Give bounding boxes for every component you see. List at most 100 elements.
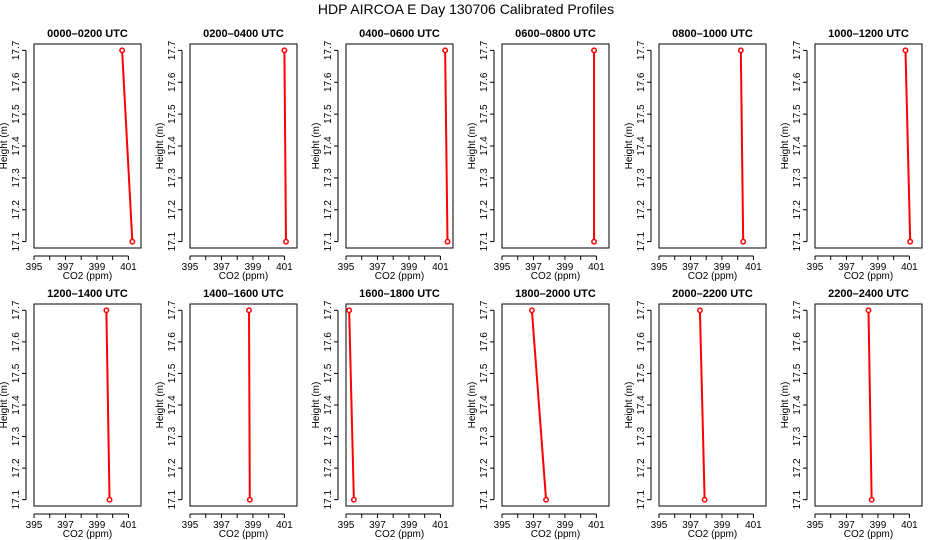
profile-point [865,307,872,314]
y-tick-label: 17.2 [323,200,334,220]
y-tick-label: 17.1 [636,231,647,251]
y-tick-label: 17.6 [636,332,647,352]
profile-point [907,238,914,245]
x-tick-label: 395 [338,262,355,273]
y-tick-label: 17.5 [323,363,334,383]
profile-line [530,310,548,500]
y-tick-label: 17.4 [167,395,178,415]
y-tick-label: 17.2 [636,200,647,220]
y-tick-label: 17.5 [792,363,803,383]
profile-point [350,496,357,503]
x-axis-label: CO2 (ppm) [219,271,268,282]
y-tick-label: 17.3 [167,168,178,188]
figure-title: HDP AIRCOA E Day 130706 Calibrated Profi… [318,1,614,17]
y-tick-label: 17.1 [167,490,178,510]
y-tick-label: 17.1 [792,490,803,510]
y-tick-label: 17.5 [11,363,22,383]
profile-point [106,496,113,503]
y-tick-label: 17.7 [323,40,334,60]
y-tick-label: 17.3 [323,426,334,446]
panel-9: 1600–1800 UTC 395 397 399 401 CO2 (ppm) 17.1 17… [311,288,454,540]
profile-point [281,47,288,54]
y-tick-label: 17.7 [479,300,490,320]
plot-frame [345,43,454,249]
y-tick-label: 17.3 [323,168,334,188]
x-tick-label: 399 [870,520,887,531]
y-tick-label: 17.1 [11,490,22,510]
x-tick-label: 401 [432,262,449,273]
y-axis-label: Height (m) [467,123,478,170]
panel-title: 1000–1200 UTC [828,28,909,40]
y-tick-label: 17.1 [479,231,490,251]
profile-line [867,310,873,500]
y-tick-label: 17.1 [636,490,647,510]
y-axis-label: Height (m) [155,382,166,429]
x-tick-label: 397 [682,262,699,273]
panel-title: 0800–1000 UTC [672,28,753,40]
profile-line [904,50,912,242]
y-tick-label: 17.1 [792,231,803,251]
x-axis-label: CO2 (ppm) [375,271,424,282]
y-tick-label: 17.1 [167,231,178,251]
y-axis-label: Height (m) [780,382,791,429]
y-axis-label: Height (m) [624,382,635,429]
y-tick-label: 17.2 [636,458,647,478]
x-axis-label: CO2 (ppm) [375,529,424,540]
x-axis-label: CO2 (ppm) [844,271,893,282]
y-axis-label: Height (m) [467,382,478,429]
profile-point [246,496,253,503]
x-tick-label: 395 [338,520,355,531]
panel-11: 2000–2200 UTC 395 397 399 401 CO2 (ppm) 17.1 17… [624,288,767,540]
y-tick-label: 17.7 [11,300,22,320]
profile-line [248,310,251,500]
x-tick-label: 399 [89,520,106,531]
panel-6: 1000–1200 UTC 395 397 399 401 CO2 (ppm) 17.1 17… [780,28,923,282]
x-tick-label: 399 [557,262,574,273]
x-tick-label: 399 [245,520,262,531]
panel-title: 1200–1400 UTC [47,288,128,300]
profile-line [283,50,287,242]
y-tick-label: 17.1 [479,490,490,510]
profile-line [444,50,449,242]
profile-point [591,47,598,54]
y-tick-label: 17.7 [11,40,22,60]
y-tick-label: 17.3 [479,168,490,188]
panel-title: 0400–0600 UTC [359,28,440,40]
y-tick-label: 17.6 [11,72,22,92]
x-axis-label: CO2 (ppm) [531,271,580,282]
profile-point [444,238,451,245]
x-tick-label: 401 [745,520,762,531]
x-tick-label: 395 [182,262,199,273]
x-tick-label: 401 [120,262,137,273]
y-tick-label: 17.2 [167,200,178,220]
x-tick-label: 395 [26,262,43,273]
x-tick-label: 397 [682,520,699,531]
y-tick-label: 17.1 [323,490,334,510]
panel-title: 1400–1600 UTC [203,288,284,300]
x-tick-label: 399 [401,262,418,273]
y-axis-label: Height (m) [311,382,322,429]
y-tick-label: 17.3 [636,168,647,188]
y-tick-label: 17.2 [167,458,178,478]
y-tick-label: 17.4 [636,395,647,415]
y-tick-label: 17.7 [479,40,490,60]
y-tick-label: 17.5 [636,104,647,124]
x-axis-label: CO2 (ppm) [688,271,737,282]
y-tick-label: 17.5 [479,104,490,124]
y-axis-label: Height (m) [780,123,791,170]
y-axis-label: Height (m) [155,123,166,170]
y-tick-label: 17.6 [11,332,22,352]
y-tick-label: 17.2 [479,200,490,220]
y-tick-label: 17.6 [792,332,803,352]
profile-point [868,496,875,503]
y-tick-label: 17.4 [323,136,334,156]
x-tick-label: 395 [807,520,824,531]
x-tick-label: 401 [588,520,605,531]
x-tick-label: 395 [651,262,668,273]
panel-title: 2200–2400 UTC [828,288,909,300]
panel-7: 1200–1400 UTC 395 397 399 401 CO2 (ppm) 17.1 17… [0,288,142,540]
profile-point [737,47,744,54]
panel-title: 2000–2200 UTC [672,288,753,300]
y-tick-label: 17.2 [792,458,803,478]
y-tick-label: 17.1 [323,231,334,251]
